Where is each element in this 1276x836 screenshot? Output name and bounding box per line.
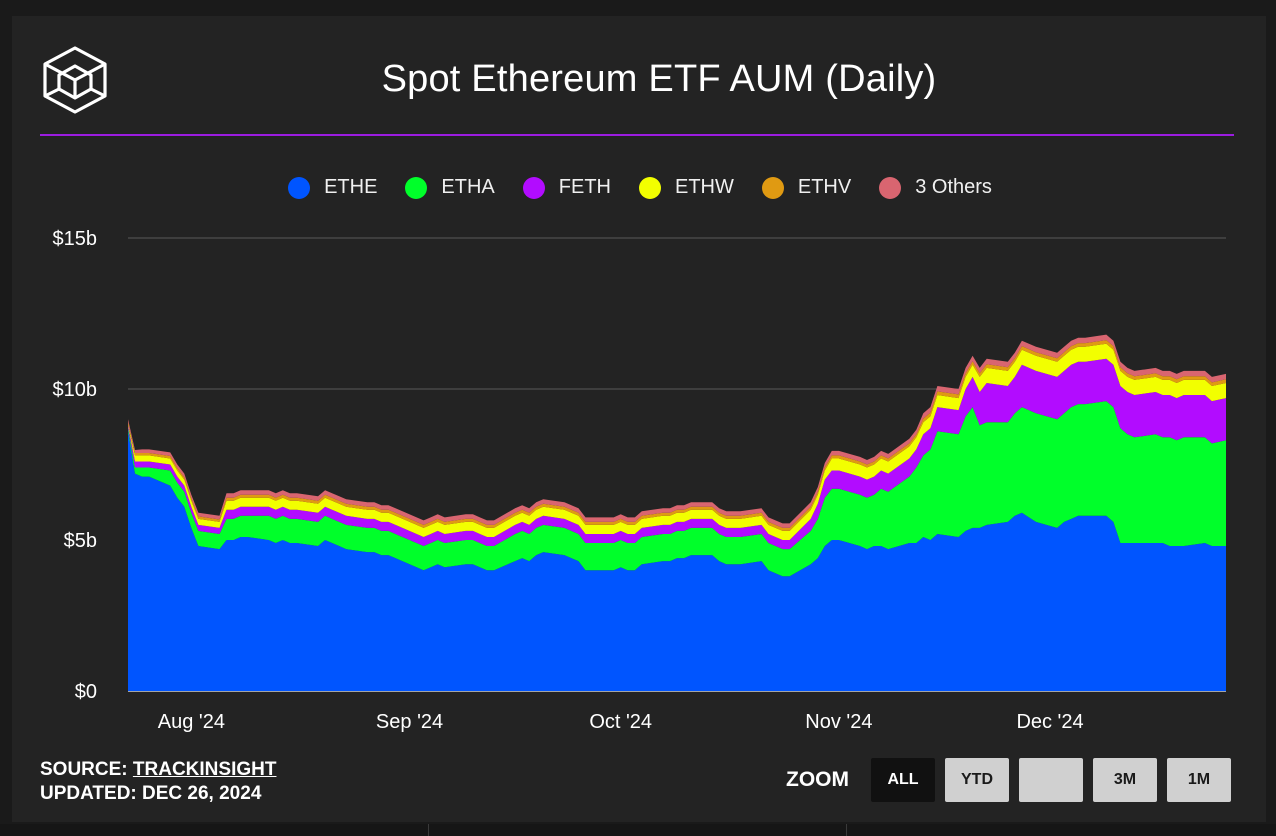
legend-item[interactable]: 3 Others xyxy=(879,176,992,199)
bottom-strip xyxy=(0,824,1276,836)
zoom-controls: ZOOM ALL YTD 3M 1M xyxy=(786,758,1231,802)
legend-label: 3 Others xyxy=(915,176,992,198)
legend-item[interactable]: FETH xyxy=(522,176,611,199)
legend-item[interactable]: ETHV xyxy=(761,176,852,199)
legend-item[interactable]: ETHE xyxy=(288,176,377,199)
source-prefix: SOURCE: xyxy=(40,759,133,780)
stacked-area-chart: $0 $5b $10b $15b Aug '24 Sep '24 Oct '24 Nov '2… xyxy=(53,228,1226,733)
area-series-3-others xyxy=(128,334,1226,528)
chart-legend: ETHE ETHA FETH ETHW ETHV 3 Others xyxy=(0,176,1276,199)
legend-label: ETHW xyxy=(674,176,734,198)
zoom-button[interactable]: ALL xyxy=(871,758,935,802)
area-series-ethe xyxy=(128,431,1226,691)
strip-divider xyxy=(428,824,429,836)
area-series-etha xyxy=(128,401,1226,577)
legend-swatch xyxy=(761,176,784,199)
legend-swatch xyxy=(522,176,545,199)
x-tick-label: Nov '24 xyxy=(805,711,872,733)
source-link[interactable]: TRACKINSIGHT xyxy=(132,759,277,780)
legend-label: ETHA xyxy=(441,176,495,198)
x-tick-label: Dec '24 xyxy=(1016,711,1083,733)
y-tick-label: $10b xyxy=(53,379,98,401)
zoom-button[interactable]: YTD xyxy=(945,758,1009,802)
legend-swatch xyxy=(879,176,902,199)
x-tick-label: Aug '24 xyxy=(158,711,225,733)
source-note: SOURCE: TRACKINSIGHT UPDATED: DEC 26, 20… xyxy=(40,758,276,806)
zoom-button[interactable]: 1M xyxy=(1167,758,1231,802)
zoom-button[interactable]: 3M xyxy=(1093,758,1157,802)
zoom-button[interactable] xyxy=(1019,758,1083,802)
legend-swatch xyxy=(288,176,311,199)
y-tick-label: $5b xyxy=(64,530,97,552)
x-tick-label: Oct '24 xyxy=(589,711,652,733)
legend-swatch xyxy=(405,176,428,199)
page-title: Spot Ethereum ETF AUM (Daily) xyxy=(381,58,937,100)
legend-label: ETHE xyxy=(324,176,378,198)
area-series-ethw xyxy=(128,343,1226,540)
legend-label: FETH xyxy=(558,176,611,198)
title-divider xyxy=(40,134,1234,136)
legend-item[interactable]: ETHW xyxy=(638,176,734,199)
updated-date: UPDATED: DEC 26, 2024 xyxy=(40,783,262,804)
y-tick-label: $15b xyxy=(53,228,98,250)
y-tick-label: $0 xyxy=(75,681,97,703)
strip-divider xyxy=(846,824,847,836)
zoom-label: ZOOM xyxy=(786,768,849,791)
legend-item[interactable]: ETHA xyxy=(405,176,495,199)
area-series-feth xyxy=(128,358,1226,550)
x-tick-label: Sep '24 xyxy=(376,711,443,733)
brand-logo-icon xyxy=(43,46,107,114)
legend-swatch xyxy=(638,176,661,199)
legend-label: ETHV xyxy=(797,176,852,198)
